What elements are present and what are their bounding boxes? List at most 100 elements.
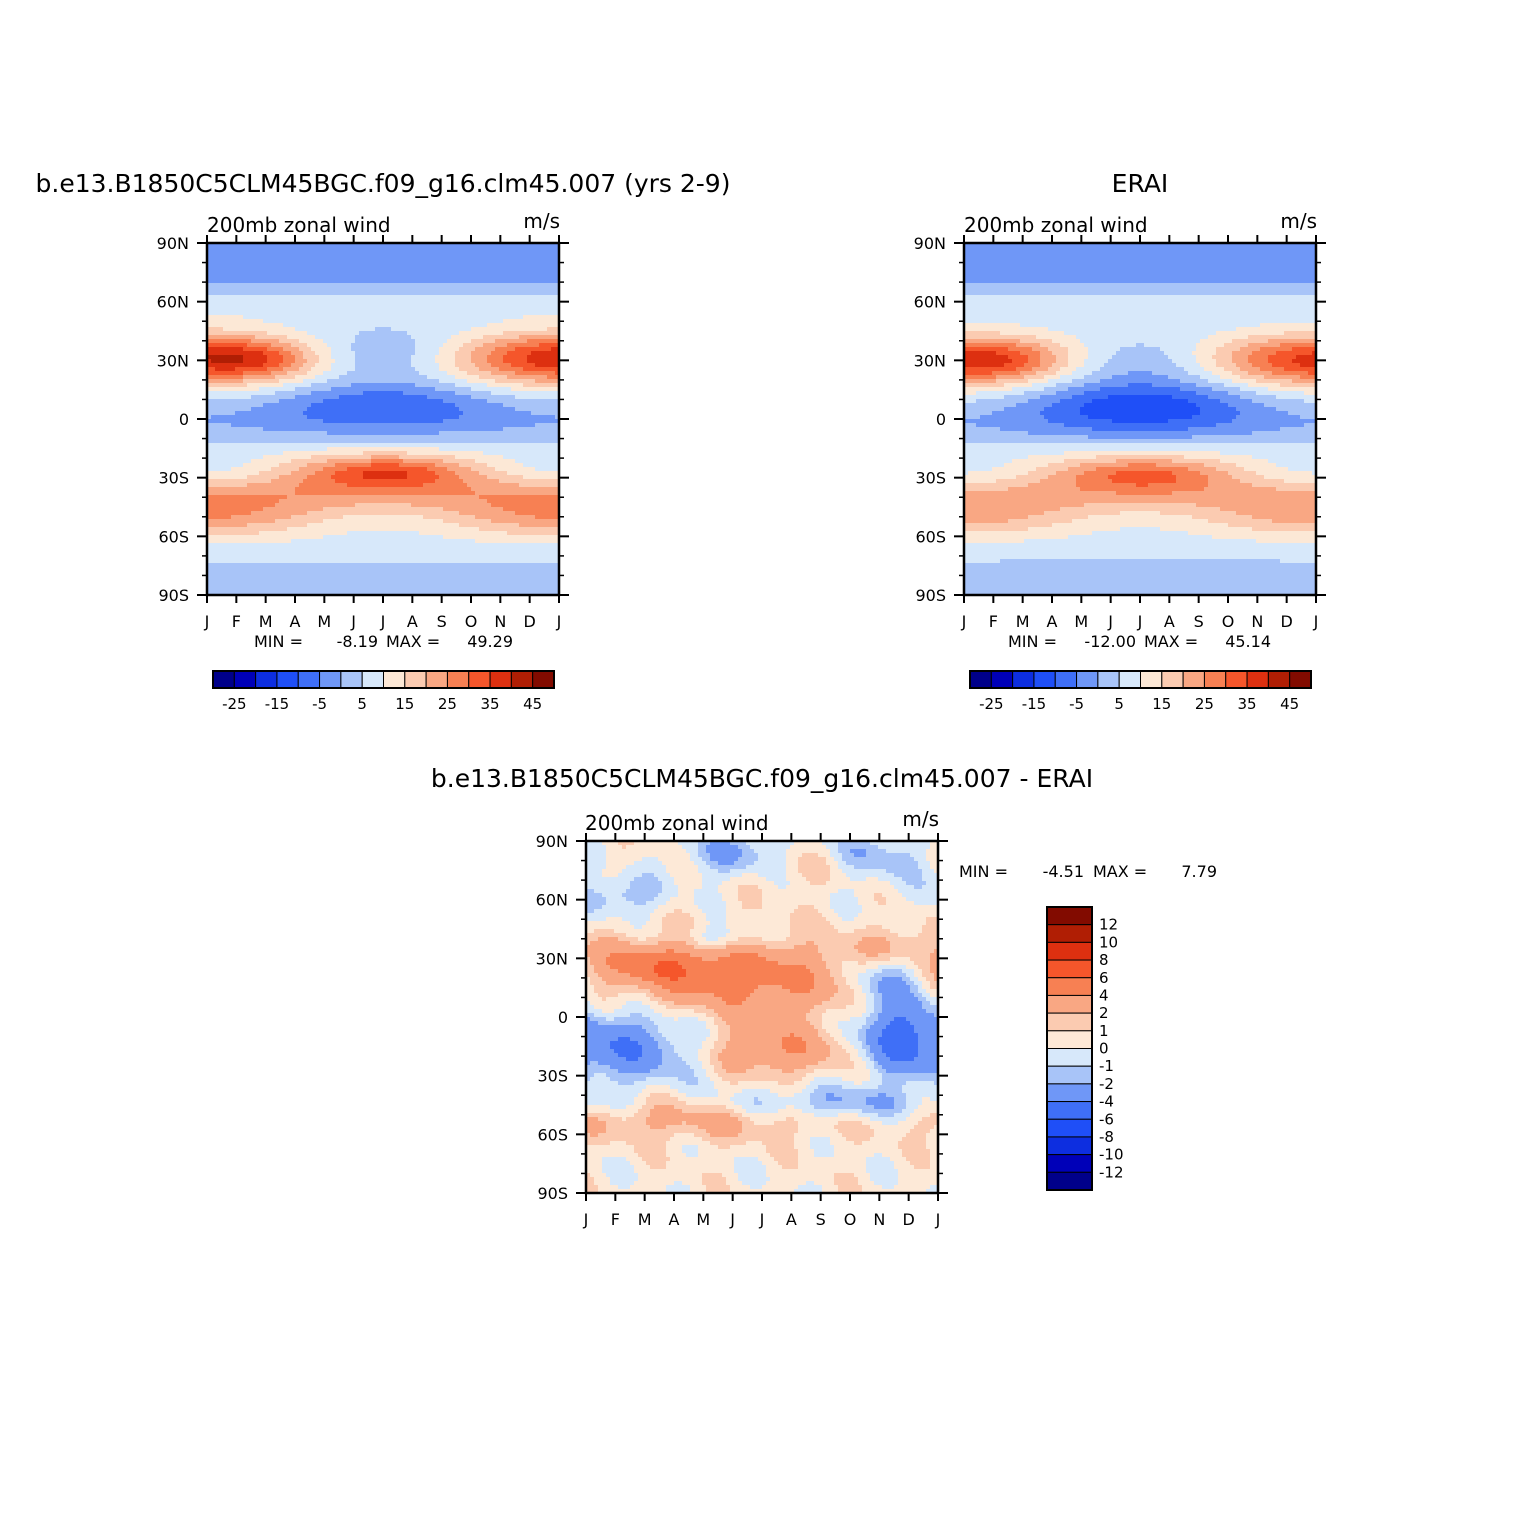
contour-cell [387, 367, 392, 372]
contour-cell [383, 455, 388, 460]
contour-cell [255, 251, 260, 256]
contour-cell [307, 275, 312, 280]
contour-cell [315, 523, 320, 528]
contour-cell [411, 407, 416, 412]
contour-cell [303, 247, 308, 252]
contour-cell [287, 439, 292, 444]
contour-cell [363, 567, 368, 572]
contour-cell [323, 391, 328, 396]
contour-cell [423, 419, 428, 424]
contour-cell [275, 431, 280, 436]
contour-cell [283, 507, 288, 512]
contour-cell [367, 435, 372, 440]
contour-cell [375, 283, 380, 288]
contour-cell [315, 283, 320, 288]
contour-cell [259, 335, 264, 340]
contour-cell [295, 495, 300, 500]
contour-cell [415, 587, 420, 592]
contour-cell [327, 395, 332, 400]
contour-cell [223, 267, 228, 272]
contour-cell [235, 467, 240, 472]
contour-cell [275, 443, 280, 448]
contour-cell [211, 287, 216, 292]
contour-cell [259, 279, 264, 284]
contour-cell [279, 591, 284, 595]
contour-cell [427, 463, 432, 468]
contour-cell [303, 535, 308, 540]
contour-cell [411, 247, 416, 252]
contour-cell [295, 447, 300, 452]
contour-cell [339, 491, 344, 496]
contour-cell [235, 583, 240, 588]
contour-cell [231, 315, 236, 320]
contour-cell [275, 435, 280, 440]
contour-cell [367, 271, 372, 276]
contour-cell [287, 511, 292, 516]
contour-cell [255, 347, 260, 352]
contour-cell [431, 375, 436, 380]
contour-cell [255, 563, 260, 568]
contour-cell [211, 251, 216, 256]
contour-cell [387, 547, 392, 552]
contour-cell [319, 479, 324, 484]
contour-cell [383, 535, 388, 540]
contour-cell [279, 339, 284, 344]
contour-cell [355, 463, 360, 468]
contour-cell [427, 527, 432, 532]
contour-cell [251, 327, 256, 332]
contour-cell [371, 479, 376, 484]
contour-cell [407, 535, 412, 540]
contour-cell [383, 423, 388, 428]
contour-cell [371, 299, 376, 304]
contour-cell [415, 347, 420, 352]
contour-cell [231, 391, 236, 396]
contour-cell [283, 491, 288, 496]
contour-cell [375, 499, 380, 504]
contour-cell [311, 347, 316, 352]
contour-cell [207, 331, 212, 336]
contour-cell [283, 467, 288, 472]
contour-cell [207, 259, 212, 264]
contour-cell [279, 563, 284, 568]
contour-cell [419, 315, 424, 320]
contour-cell [387, 575, 392, 580]
contour-cell [407, 587, 412, 592]
contour-cell [207, 267, 212, 272]
contour-cell [335, 291, 340, 296]
contour-cell [427, 335, 432, 340]
contour-cell [335, 375, 340, 380]
contour-cell [299, 491, 304, 496]
contour-cell [323, 471, 328, 476]
contour-cell [315, 447, 320, 452]
contour-cell [423, 531, 428, 536]
contour-cell [403, 463, 408, 468]
contour-cell [347, 383, 352, 388]
contour-cell [391, 303, 396, 308]
contour-cell [355, 591, 360, 595]
contour-cell [395, 339, 400, 344]
contour-cell [371, 543, 376, 548]
contour-cell [255, 283, 260, 288]
contour-cell [235, 411, 240, 416]
contour-cell [327, 583, 332, 588]
contour-cell [371, 379, 376, 384]
contour-cell [419, 483, 424, 488]
contour-cell [243, 571, 248, 576]
contour-cell [363, 343, 368, 348]
contour-cell [259, 371, 264, 376]
contour-cell [239, 591, 244, 595]
contour-cell [339, 535, 344, 540]
contour-cell [355, 291, 360, 296]
contour-cell [419, 279, 424, 284]
contour-cell [387, 247, 392, 252]
contour-cell [367, 371, 372, 376]
contour-cell [351, 555, 356, 560]
contour-cell [303, 335, 308, 340]
contour-cell [211, 475, 216, 480]
contour-cell [415, 563, 420, 568]
contour-cell [227, 535, 232, 540]
contour-cell [295, 387, 300, 392]
contour-cell [327, 423, 332, 428]
contour-cell [271, 515, 276, 520]
contour-cell [423, 527, 428, 532]
